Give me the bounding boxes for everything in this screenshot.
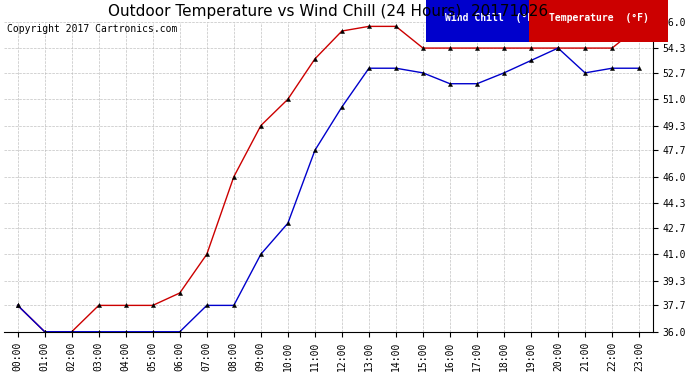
Text: Wind Chill  (°F): Wind Chill (°F) bbox=[445, 13, 539, 23]
Text: Temperature  (°F): Temperature (°F) bbox=[549, 13, 649, 23]
Text: Copyright 2017 Cartronics.com: Copyright 2017 Cartronics.com bbox=[7, 24, 177, 34]
Title: Outdoor Temperature vs Wind Chill (24 Hours)  20171026: Outdoor Temperature vs Wind Chill (24 Ho… bbox=[108, 4, 549, 19]
